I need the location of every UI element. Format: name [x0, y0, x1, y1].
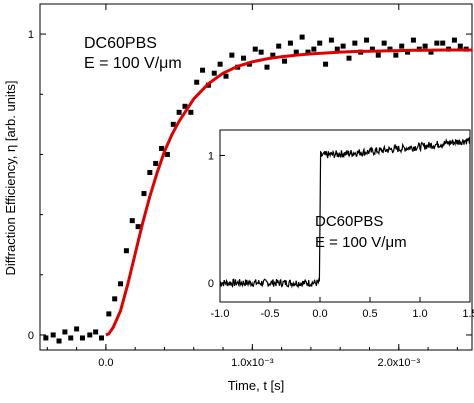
data-point-9 — [99, 335, 105, 341]
data-point-1 — [50, 332, 56, 338]
main-chart: 0.0 1.0x10⁻³ 2.0x10⁻³ 0 1 DC60PBS E = 100 V/… — [3, 3, 473, 393]
y-tick-label-1: 1 — [28, 29, 34, 41]
data-point-56 — [375, 52, 381, 58]
data-point-17 — [147, 169, 153, 175]
data-point-47 — [323, 61, 329, 67]
data-point-61 — [405, 49, 411, 55]
main-annotation-field: E = 100 V/μm — [84, 55, 182, 72]
inset-y-tick-label-1: 1 — [208, 150, 214, 162]
data-point-46 — [317, 40, 323, 46]
x-tick-label-0: 0.0 — [98, 357, 113, 369]
data-point-66 — [434, 40, 440, 46]
data-point-0 — [43, 335, 49, 341]
data-point-11 — [112, 296, 118, 302]
data-point-69 — [451, 37, 457, 43]
y-tick-label-0: 0 — [28, 330, 34, 342]
data-point-20 — [164, 151, 170, 157]
inset-plot-frame — [219, 129, 471, 303]
x-tick-label-2: 2.0x10⁻³ — [378, 357, 421, 369]
data-point-57 — [381, 40, 387, 46]
data-point-26 — [200, 67, 206, 73]
data-point-65 — [428, 49, 434, 55]
inset-signal-trace — [219, 136, 471, 289]
data-point-8 — [93, 329, 99, 335]
inset-x-tick-label-4: 1.0 — [412, 308, 427, 320]
data-point-59 — [393, 52, 399, 58]
x-axis-title: Time, t [s] — [228, 378, 285, 393]
data-point-16 — [141, 191, 147, 197]
data-point-29 — [217, 61, 223, 67]
data-point-3 — [62, 329, 68, 335]
main-fit-curve — [105, 48, 472, 337]
data-point-51 — [346, 55, 352, 61]
main-annotation-material: DC60PBS — [84, 35, 157, 52]
data-point-23 — [182, 103, 188, 109]
data-point-22 — [176, 109, 182, 115]
inset-annotation-field: E = 100 V/μm — [315, 234, 407, 251]
data-point-43 — [299, 34, 305, 40]
data-point-18 — [153, 160, 159, 166]
data-point-58 — [387, 46, 393, 52]
data-point-62 — [410, 37, 416, 43]
x-tick-label-1: 1.0x10⁻³ — [231, 357, 274, 369]
data-point-54 — [364, 37, 370, 43]
data-point-39 — [276, 43, 282, 49]
data-point-48 — [328, 37, 334, 43]
data-point-33 — [241, 55, 247, 61]
data-point-60 — [399, 43, 405, 49]
data-point-5 — [74, 326, 80, 332]
data-point-13 — [123, 248, 129, 254]
data-point-55 — [369, 46, 375, 52]
data-point-38 — [270, 52, 276, 58]
data-point-35 — [252, 46, 258, 52]
data-point-45 — [311, 46, 317, 52]
inset-chart: -1.0 -0.5 0.0 0.5 1.0 1.5 0 1 DC60PBS E = 100 V… — [208, 129, 474, 320]
main-axis-ticks: 0.0 1.0x10⁻³ 2.0x10⁻³ 0 1 — [28, 4, 472, 369]
data-point-44 — [305, 49, 311, 55]
inset-x-tick-label-0: -1.0 — [211, 308, 230, 320]
data-point-15 — [135, 224, 141, 230]
data-point-49 — [334, 46, 340, 52]
data-point-41 — [287, 40, 293, 46]
inset-annotation-material: DC60PBS — [315, 213, 383, 230]
data-point-28 — [211, 70, 217, 76]
inset-y-tick-label-0: 0 — [208, 278, 214, 290]
inset-x-tick-label-5: 1.5 — [462, 308, 474, 320]
inset-x-tick-label-2: 0.0 — [312, 308, 327, 320]
data-point-4 — [68, 335, 74, 341]
inset-x-tick-label-3: 0.5 — [362, 308, 377, 320]
main-plot-frame — [39, 3, 473, 351]
y-axis-title: Diffraction Efficiency, η [arb. units] — [3, 80, 18, 275]
data-point-24 — [188, 109, 194, 115]
data-point-25 — [194, 79, 200, 85]
data-point-70 — [457, 43, 463, 49]
data-point-12 — [118, 281, 124, 287]
data-point-14 — [129, 218, 135, 224]
data-point-19 — [159, 145, 165, 151]
data-point-67 — [440, 40, 446, 46]
data-point-21 — [170, 121, 176, 127]
inset-background — [220, 130, 470, 302]
data-point-31 — [229, 52, 235, 58]
data-point-36 — [258, 49, 264, 55]
data-point-6 — [79, 335, 85, 341]
data-point-2 — [56, 338, 62, 344]
inset-x-tick-label-1: -0.5 — [261, 308, 280, 320]
data-point-50 — [340, 43, 346, 49]
data-point-10 — [106, 311, 112, 317]
data-point-7 — [87, 332, 93, 338]
data-point-40 — [282, 58, 288, 64]
data-point-52 — [352, 40, 358, 46]
data-point-42 — [293, 49, 299, 55]
data-point-64 — [422, 43, 428, 49]
data-point-30 — [223, 73, 229, 79]
data-point-37 — [264, 64, 270, 70]
inset-axis-ticks: -1.0 -0.5 0.0 0.5 1.0 1.5 0 1 — [208, 150, 474, 320]
